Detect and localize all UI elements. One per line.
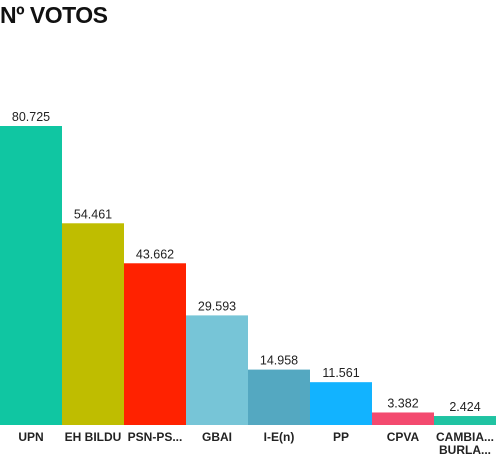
category-label: PSN-PS... xyxy=(128,430,183,444)
bar xyxy=(372,412,434,425)
bar xyxy=(0,126,62,425)
data-label: 43.662 xyxy=(136,247,174,261)
data-label: 14.958 xyxy=(260,354,298,368)
category-label: CPVA xyxy=(387,430,420,444)
data-label: 11.561 xyxy=(322,366,359,380)
bar xyxy=(124,263,186,425)
category-label: EH BILDU xyxy=(65,430,122,444)
category-label: PP xyxy=(333,430,349,444)
data-label: 54.461 xyxy=(74,207,112,221)
data-label: 80.725 xyxy=(12,110,50,124)
bar xyxy=(186,315,248,425)
bar xyxy=(310,382,372,425)
bar xyxy=(248,369,310,425)
data-label: 2.424 xyxy=(449,400,480,414)
data-label: 29.593 xyxy=(198,299,236,313)
bar xyxy=(434,416,496,425)
category-label: GBAI xyxy=(202,430,232,444)
category-label: BURLA... xyxy=(439,443,491,455)
category-label: UPN xyxy=(18,430,43,444)
bar xyxy=(62,223,124,425)
chart-title: Nº VOTOS xyxy=(0,2,108,28)
category-label: CAMBIA... xyxy=(436,430,494,444)
category-label: I-E(n) xyxy=(264,430,295,444)
data-label: 3.382 xyxy=(387,396,418,410)
